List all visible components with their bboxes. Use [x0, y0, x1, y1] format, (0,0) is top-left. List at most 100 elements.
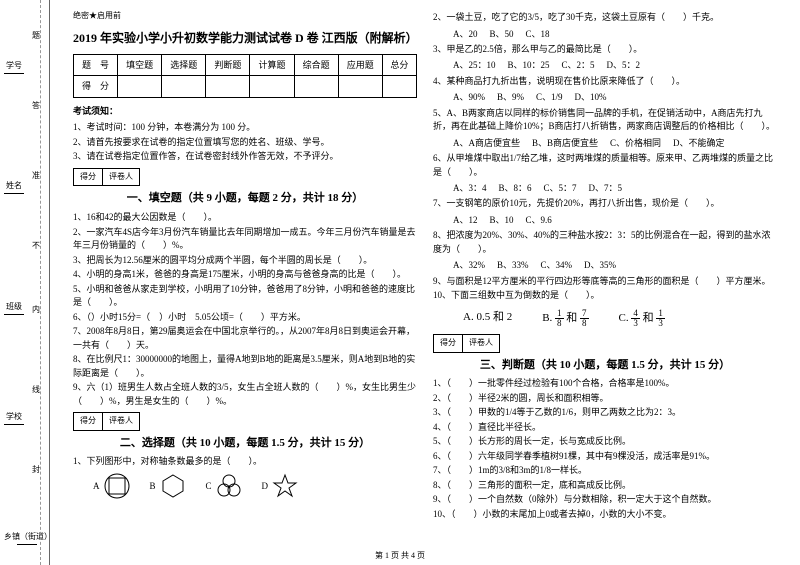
question: 4、小明的身高1米，爸爸的身高是175厘米，小明的身高与爸爸身高的比是（ ）。: [73, 268, 417, 282]
opt[interactable]: B、B商店便宜些: [532, 136, 598, 150]
opt[interactable]: D、5：2: [607, 58, 641, 72]
margin-field-id: 学号: [4, 60, 24, 74]
opt[interactable]: C、1/9: [536, 90, 563, 104]
opt[interactable]: D、35%: [584, 258, 616, 272]
question: 8、把浓度为20%、30%、40%的三种盐水按2：3：5的比例混合在一起，得到的…: [433, 229, 777, 256]
question: 9、与面积是12平方厘米的平行四边形等底等高的三角形的面积是（ ）平方厘米。: [433, 275, 777, 289]
opt[interactable]: A、25：10: [453, 58, 496, 72]
right-column: 2、一袋土豆，吃了它的3/5，吃了30千克，这袋土豆原有（ ）千克。 A、20B…: [425, 10, 785, 550]
options: A、A商店便宜些 B、B商店便宜些 C、价格相同 D、不能确定: [453, 136, 777, 150]
seal-char: 答: [32, 100, 40, 111]
options: A、90% B、9% C、1/9 D、10%: [453, 90, 777, 104]
question: 8、（ ）三角形的面积一定，底和高成反比例。: [433, 479, 777, 493]
left-column: 绝密★启用前 2019 年实验小学小升初数学能力测试试卷 D 卷 江西版（附解析…: [65, 10, 425, 550]
opt[interactable]: A、20: [453, 27, 478, 41]
label: 评卷人: [103, 413, 139, 430]
opt[interactable]: C、5：7: [544, 181, 577, 195]
question: 3、甲是乙的2.5倍，那么甲与乙的最简比是（ ）。: [433, 43, 777, 57]
label: 得分: [434, 335, 463, 352]
opt[interactable]: A、90%: [453, 90, 485, 104]
cell[interactable]: [338, 76, 382, 97]
opt[interactable]: D、7：5: [589, 181, 623, 195]
section-scorebox: 得分评卷人: [73, 168, 417, 187]
question: 9、六（1）班男生人数占全班人数的3/5，女生占全班人数的（ ）%，女生比男生少…: [73, 381, 417, 408]
three-circles-icon: [216, 473, 242, 499]
label: 学校: [6, 411, 22, 422]
option-a[interactable]: A: [93, 473, 130, 499]
table-row: 题 号 填空题 选择题 判断题 计算题 综合题 应用题 总分: [74, 54, 417, 75]
opt[interactable]: A、A商店便宜些: [453, 136, 520, 150]
page: 乡镇（街道） 学校 班级 姓名 学号 封 线 内 不 准 答 题 绝密★启用前 …: [0, 0, 800, 565]
seal-char: 内: [32, 304, 40, 315]
seal-char: 封: [32, 464, 40, 475]
opt-a[interactable]: A. 0.5 和 2: [463, 309, 512, 327]
label: 姓名: [6, 180, 22, 191]
margin-field-class: 班级: [4, 301, 24, 315]
opt[interactable]: D、不能确定: [673, 136, 725, 150]
options: A、20 B、50 C、18: [453, 27, 777, 41]
exam-title: 2019 年实验小学小升初数学能力测试试卷 D 卷 江西版（附解析）: [73, 29, 417, 48]
hexagon-icon: [160, 473, 186, 499]
question: 6、（）小时15分=（ ）小时 5.05公顷=（ ）平方米。: [73, 311, 417, 325]
opt[interactable]: D、10%: [575, 90, 607, 104]
opt-label: B: [150, 479, 156, 493]
cell[interactable]: [162, 76, 206, 97]
seal-char: 不: [32, 240, 40, 251]
notice-item: 1、考试时间：100 分钟，本卷满分为 100 分。: [73, 121, 417, 135]
margin-field-township: 乡镇（街道）: [4, 531, 49, 545]
opt[interactable]: B、10：25: [508, 58, 550, 72]
opt-c[interactable]: C. 43 和 13: [619, 309, 665, 328]
question: 6、（ ）六年级同学春季植树91棵，其中有9棵没活，成活率是91%。: [433, 450, 777, 464]
question: 5、（ ）长方形的周长一定，长与宽成反比例。: [433, 435, 777, 449]
section-scorebox: 得分评卷人: [73, 412, 417, 431]
cell: 应用题: [338, 54, 382, 75]
option-d[interactable]: D: [262, 473, 299, 499]
opt[interactable]: B、8：6: [499, 181, 532, 195]
question: 2、（ ）半径2米的圆，周长和面积相等。: [433, 392, 777, 406]
cell[interactable]: [382, 76, 416, 97]
question: 5、小明和爸爸从家走到学校，小明用了10分钟，爸爸用了8分钟，小明和爸爸的速度比…: [73, 283, 417, 310]
question: 4、某种商品打九折出售，说明现在售价比原来降低了（ ）。: [433, 75, 777, 89]
label: 评卷人: [103, 169, 139, 186]
question: 2、一家汽车4S店今年3月份汽车销量比去年同期增加一成五。今年三月份汽车销量是去…: [73, 226, 417, 253]
option-b[interactable]: B: [150, 473, 186, 499]
opt[interactable]: C、价格相同: [610, 136, 661, 150]
opt-label: C.: [619, 312, 629, 324]
opt[interactable]: B、10: [490, 213, 514, 227]
square-in-circle-icon: [104, 473, 130, 499]
cell: 选择题: [162, 54, 206, 75]
opt[interactable]: C、9.6: [526, 213, 552, 227]
opt[interactable]: A、3：4: [453, 181, 487, 195]
options: A、12 B、10 C、9.6: [453, 213, 777, 227]
opt[interactable]: C、18: [526, 27, 550, 41]
opt-b[interactable]: B. 18 和 78: [542, 309, 588, 328]
question: 3、（ ）甲数的1/4等于乙数的1/6，则甲乙两数之比为2：3。: [433, 406, 777, 420]
cell[interactable]: [118, 76, 162, 97]
opt[interactable]: B、9%: [497, 90, 524, 104]
opt[interactable]: B、50: [490, 27, 514, 41]
opt[interactable]: C、34%: [541, 258, 573, 272]
option-c[interactable]: C: [206, 473, 242, 499]
opt[interactable]: B、33%: [497, 258, 529, 272]
opt-label: B.: [542, 312, 552, 324]
cell[interactable]: [206, 76, 250, 97]
opt[interactable]: A、12: [453, 213, 478, 227]
question: 3、把周长为12.56厘米的圆平均分成两个半圆，每个半圆的周长是（ ）。: [73, 254, 417, 268]
fraction-icon: 78: [580, 309, 589, 328]
shape-options: A B C D: [93, 473, 417, 499]
question: 1、16和42的最大公因数是（ ）。: [73, 211, 417, 225]
cell[interactable]: [250, 76, 294, 97]
opt[interactable]: C、2：5: [562, 58, 595, 72]
options: A、25：10 B、10：25 C、2：5 D、5：2: [453, 58, 777, 72]
section-3-title: 三、判断题（共 10 小题，每题 1.5 分，共计 15 分）: [433, 357, 777, 375]
secret-label: 绝密★启用前: [73, 10, 417, 23]
question: 7、（ ）1m的3/8和3m的1/8一样长。: [433, 464, 777, 478]
cell: 计算题: [250, 54, 294, 75]
notice-item: 3、请在试卷指定位置作答，在试卷密封线外作答无效，不予评分。: [73, 150, 417, 164]
opt[interactable]: A、32%: [453, 258, 485, 272]
seal-char: 线: [32, 384, 40, 395]
seal-char: 准: [32, 170, 40, 181]
cell[interactable]: [294, 76, 338, 97]
question: 6、从甲堆煤中取出1/7给乙堆，这时两堆煤的质量相等。原来甲、乙两堆煤的质量之比…: [433, 152, 777, 179]
question: 10、下面三组数中互为倒数的是（ ）。: [433, 289, 777, 303]
